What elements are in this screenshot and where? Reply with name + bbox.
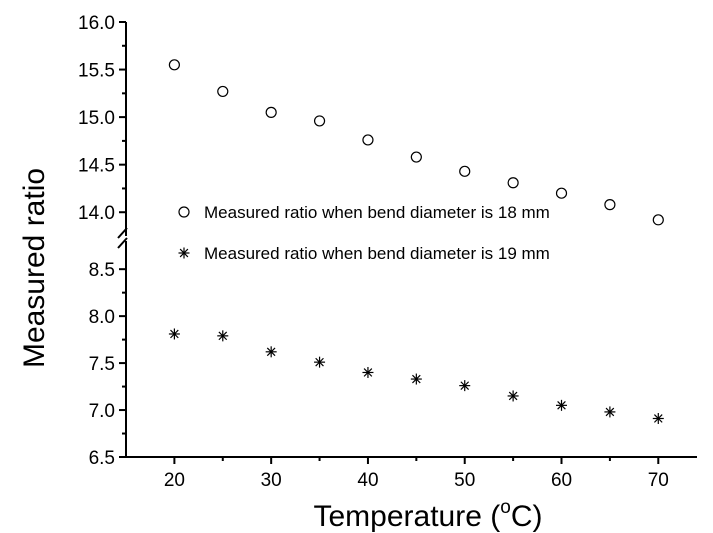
data-point-series-1: [362, 134, 374, 146]
data-point-series-2: [410, 373, 422, 385]
data-point-series-1: [168, 59, 180, 71]
y-tick-label: 14.0: [78, 203, 115, 224]
axis-break-mark-lower: [117, 237, 128, 249]
x-tick-label: 70: [648, 470, 669, 491]
data-marks: [168, 59, 664, 424]
y-tick-label: 15.0: [78, 108, 115, 129]
x-axis-title: Temperature (oC): [314, 497, 543, 533]
x-tick-label: 30: [261, 470, 282, 491]
asterisk-stroke: [605, 407, 615, 417]
data-point-series-1: [217, 85, 229, 98]
data-point-series-1: [555, 187, 568, 199]
data-point-series-2: [507, 390, 519, 402]
y-tick-label: 6.5: [89, 448, 115, 469]
asterisk-stroke: [170, 329, 179, 339]
data-point-series-2: [314, 356, 326, 368]
data-point-series-2: [168, 328, 180, 340]
data-point-series-2: [265, 346, 277, 358]
asterisk-stroke: [557, 401, 566, 410]
y-tick-label: 8.0: [89, 307, 115, 328]
axes: [117, 22, 697, 458]
data-point-series-1: [265, 106, 277, 118]
asterisk-stroke: [315, 357, 324, 367]
legend-entry-2: Measured ratio when bend diameter is 19 …: [204, 244, 550, 263]
y-tick-label: 14.5: [78, 156, 115, 177]
legend-entry-1: Measured ratio when bend diameter is 18 …: [204, 203, 550, 222]
asterisk-stroke: [653, 414, 663, 423]
data-point-series-1: [410, 151, 422, 163]
y-tick-label: 15.5: [78, 61, 115, 82]
asterisk-stroke: [460, 381, 470, 390]
y-tick-label: 7.5: [89, 354, 115, 375]
data-point-series-1: [507, 177, 519, 189]
x-axis-title-superscript: o: [500, 497, 511, 518]
x-tick-label: 60: [551, 470, 572, 491]
data-point-series-1: [604, 199, 616, 211]
asterisk-stroke: [179, 248, 189, 258]
data-point-series-2: [459, 380, 471, 392]
y-tick-label: 7.0: [89, 401, 115, 422]
asterisk-stroke: [218, 331, 228, 341]
asterisk-stroke: [363, 368, 373, 377]
asterisk-stroke: [508, 391, 518, 401]
y-tick-label: 8.5: [89, 260, 115, 281]
x-tick-label: 50: [454, 470, 475, 491]
data-point-series-1: [652, 214, 664, 226]
y-axis-title: Measured ratio: [18, 168, 51, 368]
data-point-series-2: [604, 406, 616, 418]
data-point-series-1: [459, 165, 471, 177]
axis-break-mark-upper: [117, 227, 128, 239]
x-tick-label: 40: [357, 470, 378, 491]
data-point-series-2: [556, 399, 568, 411]
x-axis-title-suffix: C): [511, 500, 543, 533]
legend-marker-1: [178, 206, 190, 218]
data-point-series-2: [217, 330, 229, 342]
legend-marker-2: [178, 247, 190, 259]
data-point-series-2: [652, 412, 664, 424]
legend: Measured ratio when bend diameter is 18 …: [178, 203, 550, 263]
tick-group: 20 30 40 50 60 70 14.0 14.5 15.0 15.5 16.0 6.5 7.0 7.…: [78, 13, 669, 491]
data-point-series-1: [313, 115, 326, 127]
asterisk-stroke: [266, 347, 276, 357]
x-tick-label: 20: [164, 470, 185, 491]
data-point-series-2: [362, 366, 374, 378]
y-tick-label: 16.0: [78, 13, 115, 34]
asterisk-stroke: [412, 374, 421, 384]
x-axis-title-main: Temperature (: [314, 500, 501, 533]
